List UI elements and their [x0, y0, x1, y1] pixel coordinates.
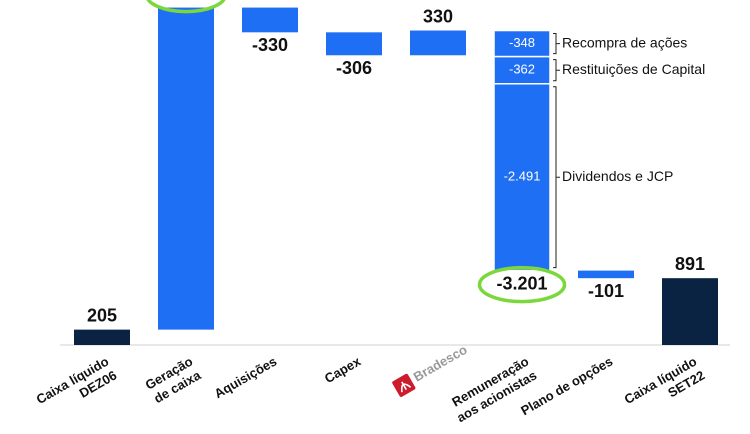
segment-name: Restituições de Capital [562, 61, 705, 77]
x-tick-label-line: Plano de opções [518, 354, 615, 419]
x-tick-label-line: Capex [322, 353, 364, 386]
value-label: 330 [423, 6, 453, 26]
segment-name: Dividendos e JCP [562, 168, 673, 184]
segment-label: -348 [509, 35, 535, 50]
x-tick-label: Capex [322, 353, 364, 386]
segment-name: Recompra de ações [562, 34, 687, 50]
x-tick-label: Bradesco [392, 342, 470, 397]
value-label: -306 [336, 58, 372, 78]
bar [326, 32, 382, 56]
bar [410, 30, 466, 56]
value-label: 891 [675, 254, 705, 274]
segment-label: -362 [509, 62, 535, 77]
value-label: -101 [588, 281, 624, 301]
bar [74, 329, 130, 345]
bar [578, 270, 634, 279]
value-label: 205 [87, 305, 117, 325]
bar-segment [493, 55, 551, 85]
segment-label: -2.491 [504, 169, 541, 184]
bar [242, 7, 298, 33]
brand-label: Bradesco [411, 342, 470, 385]
bar [662, 278, 718, 345]
x-tick-label-line: Aquisições [212, 354, 280, 402]
value-label: -330 [252, 35, 288, 55]
bar [158, 7, 214, 330]
highlight-ring [477, 265, 567, 304]
value-label: -3.201 [496, 273, 547, 293]
bracket [553, 86, 560, 269]
logo-mark [400, 381, 412, 393]
bracket [553, 33, 560, 55]
value-label: 4.294 [163, 0, 208, 3]
bar-segment [493, 83, 551, 272]
highlight-ring [146, 0, 226, 14]
x-tick-label: Plano de opções [518, 354, 615, 419]
x-tick-label: Aquisições [212, 354, 280, 402]
bracket [553, 59, 560, 82]
